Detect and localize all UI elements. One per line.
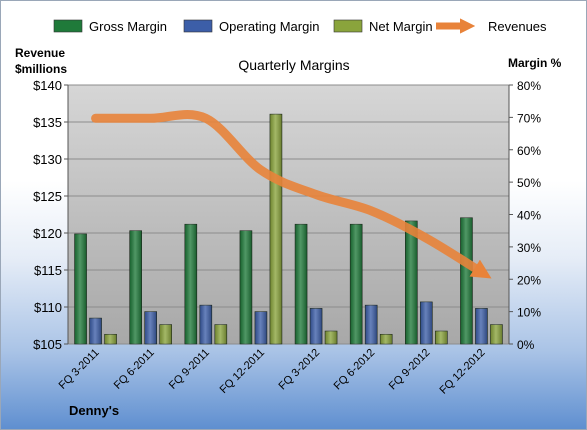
right-axis: 0% 10% 20% 30% 40% 50% 60% 70% 80%	[508, 79, 541, 352]
gross-margin-bar-shading	[239, 230, 252, 344]
legend-label-gross-margin: Gross Margin	[89, 19, 167, 34]
net-margin-bar-shading	[214, 324, 227, 344]
x-tick-label: FQ 6-2012	[332, 347, 378, 393]
operating-margin-bar-shading	[310, 308, 323, 344]
legend-swatch-operating-margin	[183, 19, 213, 33]
operating-margin-bar-shading	[365, 305, 378, 344]
chart-title: Quarterly Margins	[238, 57, 349, 73]
operating-margin-bar-shading	[420, 301, 433, 344]
operating-margin-bar-shading	[475, 308, 488, 344]
gross-margin-bar-shading	[74, 233, 87, 344]
bar-series	[74, 113, 503, 345]
x-tick-label: FQ 12-2012	[438, 347, 488, 397]
right-tick-label: 20%	[517, 273, 541, 287]
x-axis-labels: FQ 3-2011 FQ 6-2011 FQ 9-2011 FQ 12-2011 FQ …	[57, 347, 488, 397]
operating-margin-bar-shading	[254, 311, 267, 344]
legend: Gross Margin Operating Margin Net Margin Re…	[53, 18, 547, 34]
left-tick-label: $135	[33, 115, 62, 130]
left-tick-label: $110	[34, 300, 62, 315]
legend-label-net-margin: Net Margin	[369, 19, 433, 34]
left-tick-label: $115	[34, 263, 62, 278]
net-margin-bar-shading	[104, 334, 117, 344]
left-axis: $105 $110 $115 $120 $125 $130 $135 $140	[33, 78, 69, 352]
right-tick-label: 40%	[517, 209, 541, 223]
gross-margin-bar-shading	[129, 230, 142, 344]
right-tick-label: 0%	[517, 338, 535, 352]
x-tick-label: FQ 3-2011	[57, 347, 102, 392]
right-tick-label: 70%	[517, 111, 541, 125]
gross-margin-bar-shading	[460, 217, 473, 344]
operating-margin-bar-shading	[144, 311, 157, 344]
gross-margin-bar-shading	[350, 224, 363, 344]
right-tick-label: 50%	[517, 176, 541, 190]
left-tick-label: $125	[33, 189, 62, 204]
net-margin-bar-shading	[435, 331, 448, 344]
legend-label-revenues: Revenues	[488, 19, 547, 34]
x-tick-label: FQ 9-2012	[387, 347, 433, 393]
right-tick-label: 10%	[517, 306, 541, 320]
right-tick-label: 30%	[517, 241, 541, 255]
net-margin-bar-shading	[269, 114, 282, 344]
left-axis-title-line1: Revenue	[15, 46, 65, 60]
net-margin-bar-shading	[159, 324, 172, 344]
left-axis-title-line2: $millions	[15, 62, 67, 76]
x-tick-label: FQ 6-2011	[112, 347, 157, 392]
company-label: Denny's	[69, 403, 119, 418]
operating-margin-bar-shading	[199, 305, 212, 344]
operating-margin-bar-shading	[89, 318, 102, 344]
left-tick-label: $140	[33, 78, 62, 93]
gross-margin-bar-shading	[184, 224, 197, 344]
gross-margin-bar-shading	[295, 224, 308, 344]
net-margin-bar-shading	[325, 331, 338, 344]
right-tick-label: 60%	[517, 144, 541, 158]
right-tick-label: 80%	[517, 79, 541, 93]
revenues-line	[91, 110, 492, 279]
net-margin-bar-shading	[380, 334, 393, 344]
left-tick-label: $120	[33, 226, 62, 241]
x-tick-label: FQ 12-2011	[218, 347, 267, 396]
legend-swatch-net-margin	[333, 19, 363, 33]
legend-label-operating-margin: Operating Margin	[219, 19, 319, 34]
left-tick-label: $105	[33, 337, 62, 352]
left-tick-label: $130	[33, 152, 62, 167]
legend-swatch-gross-margin	[53, 19, 83, 33]
gross-margin-bar-shading	[405, 220, 418, 344]
x-tick-label: FQ 9-2011	[167, 347, 212, 392]
net-margin-bar-shading	[490, 324, 503, 344]
right-axis-title: Margin %	[508, 56, 562, 70]
x-tick-label: FQ 3-2012	[277, 347, 323, 393]
revenue-line	[91, 110, 492, 279]
